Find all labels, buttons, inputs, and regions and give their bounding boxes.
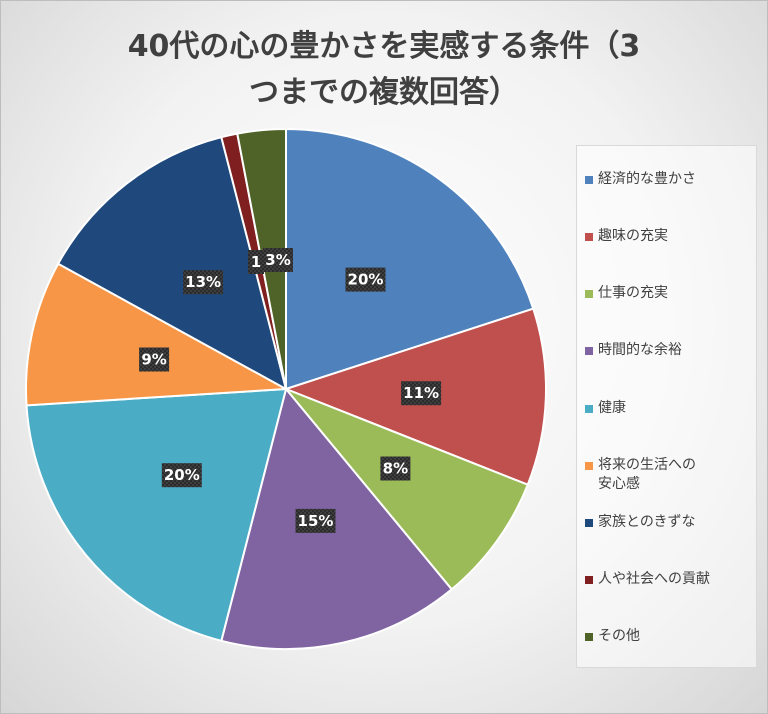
legend-label-1: 経済的な豊かさ	[598, 171, 696, 187]
legend-swatch-2	[585, 233, 593, 241]
legend-label-5: 健康	[598, 400, 626, 416]
pie-slice-5	[25, 387, 288, 643]
legend-swatch-1	[585, 176, 593, 184]
data-label-9: 3%	[263, 248, 293, 272]
legend-label-8: 人や社会への貢献	[598, 571, 710, 587]
svg-text:20%: 20%	[348, 271, 384, 289]
legend-label-9: その他	[598, 628, 640, 644]
legend-label-4: 時間的な余裕	[598, 342, 682, 358]
chart-title-line-1: 40代の心の豊かさを実感する条件（3	[127, 29, 641, 64]
pie-slice-7	[56, 135, 288, 391]
legend-swatch-6	[585, 462, 593, 470]
legend-swatch-9	[585, 633, 593, 641]
pie-slice-6	[25, 262, 290, 407]
pie-slice-1	[285, 127, 535, 391]
data-label-8: 1	[248, 250, 264, 274]
data-label-2: 11%	[401, 381, 442, 406]
legend-swatch-3	[585, 290, 593, 298]
svg-text:8%: 8%	[383, 460, 408, 478]
legend-label-2: 趣味の充実	[598, 228, 668, 244]
data-label-6: 9%	[139, 347, 170, 372]
legend-swatch-5	[585, 405, 593, 413]
data-label-4: 15%	[295, 508, 336, 533]
legend-label-6: 将来の生活への 安心感	[598, 457, 696, 492]
svg-text:1: 1	[251, 253, 261, 271]
data-label-5: 20%	[161, 463, 202, 488]
svg-text:13%: 13%	[185, 273, 221, 291]
legend-swatch-7	[585, 519, 593, 527]
pie-slice-4	[220, 386, 454, 650]
chart-title-line-2: つまでの複数回答）	[249, 75, 519, 110]
data-label-3: 8%	[380, 456, 411, 481]
svg-text:3%: 3%	[265, 251, 290, 269]
data-label-7: 13%	[183, 270, 224, 295]
legend-swatch-8	[585, 576, 593, 584]
pie-slice-3	[285, 388, 530, 591]
legend: 経済的な豊かさ 趣味の充実仕事の充実時間的な余裕 健康将来の生活への 安心感家族とのき…	[576, 145, 757, 668]
svg-text:9%: 9%	[141, 351, 166, 369]
svg-text:20%: 20%	[164, 466, 200, 484]
data-label-1: 20%	[345, 267, 386, 292]
svg-text:11%: 11%	[403, 384, 439, 402]
legend-label-7: 家族とのきずな	[598, 514, 696, 530]
legend-label-3: 仕事の充実	[598, 285, 668, 301]
svg-text:15%: 15%	[298, 512, 334, 530]
legend-swatch-4	[585, 347, 593, 355]
chart-title: 40代の心の豊かさを実感する条件（3 つまでの複数回答）	[0, 24, 768, 116]
